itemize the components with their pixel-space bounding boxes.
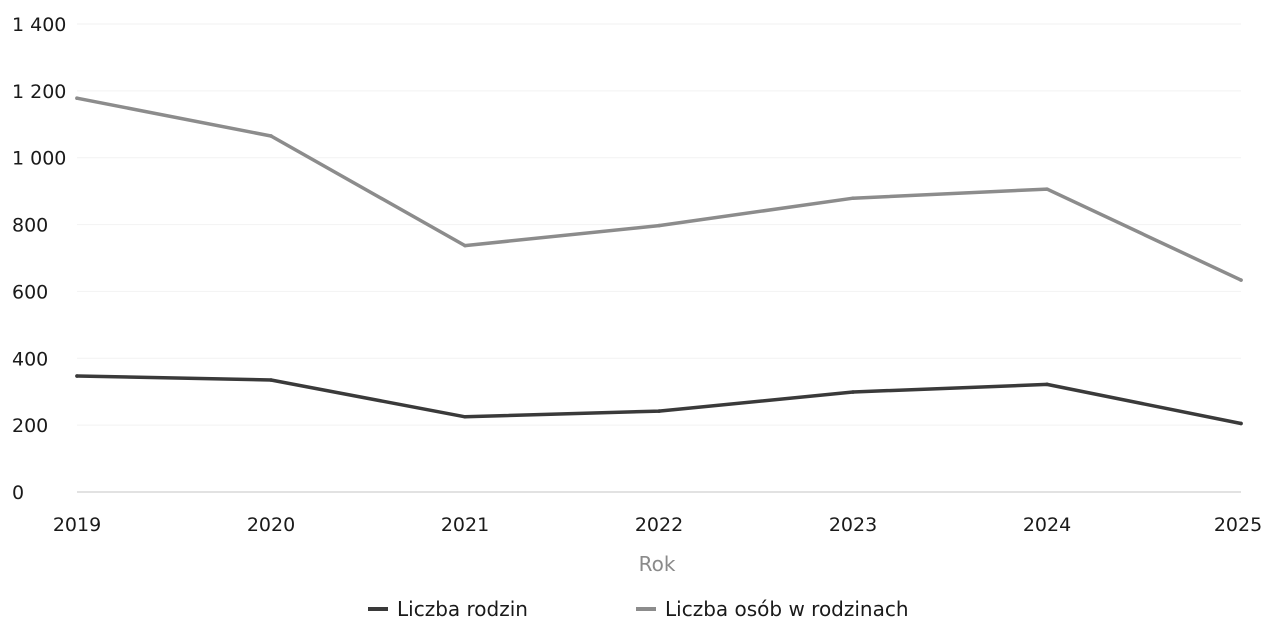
y-tick-label: 200: [12, 415, 48, 437]
x-tick-label: 2023: [829, 514, 877, 536]
x-tick-label: 2022: [635, 514, 683, 536]
data-point: [75, 374, 79, 378]
x-tick-label: 2019: [53, 514, 101, 536]
series-lines: [75, 96, 1243, 425]
data-point: [269, 134, 273, 138]
y-tick-label: 1 000: [12, 148, 66, 170]
data-point: [1239, 278, 1243, 282]
legend-item: Liczba osób w rodzinach: [636, 597, 909, 621]
data-point: [657, 224, 661, 228]
y-axis-ticks: 0 200 400 600 800 1 000 1 200 1 400: [12, 14, 66, 504]
x-tick-label: 2024: [1023, 514, 1071, 536]
data-point: [851, 390, 855, 394]
x-tick-label: 2020: [247, 514, 295, 536]
data-point: [463, 244, 467, 248]
x-tick-label: 2021: [441, 514, 489, 536]
legend: Liczba rodzin Liczba osób w rodzinach: [368, 597, 909, 621]
x-tick-label: 2025: [1214, 514, 1262, 536]
series-line-1: [77, 376, 1241, 424]
data-point: [1045, 187, 1049, 191]
data-point: [269, 378, 273, 382]
data-point: [463, 415, 467, 419]
legend-label: Liczba rodzin: [397, 597, 528, 621]
data-point: [1239, 422, 1243, 426]
y-tick-label: 1 200: [12, 81, 66, 103]
data-point: [657, 409, 661, 413]
data-point: [1045, 383, 1049, 387]
x-axis-ticks: 2019 2020 2021 2022 2023 2024 2025: [53, 514, 1262, 536]
y-tick-label: 1 400: [12, 14, 66, 36]
legend-label: Liczba osób w rodzinach: [665, 597, 909, 621]
legend-item: Liczba rodzin: [368, 597, 528, 621]
series-line-2: [77, 98, 1241, 280]
y-tick-label: 800: [12, 215, 48, 237]
y-tick-label: 400: [12, 348, 48, 370]
data-point: [851, 196, 855, 200]
y-tick-label: 0: [12, 482, 24, 504]
x-axis-title: Rok: [639, 552, 676, 576]
y-tick-label: 600: [12, 281, 48, 303]
data-point: [75, 96, 79, 100]
